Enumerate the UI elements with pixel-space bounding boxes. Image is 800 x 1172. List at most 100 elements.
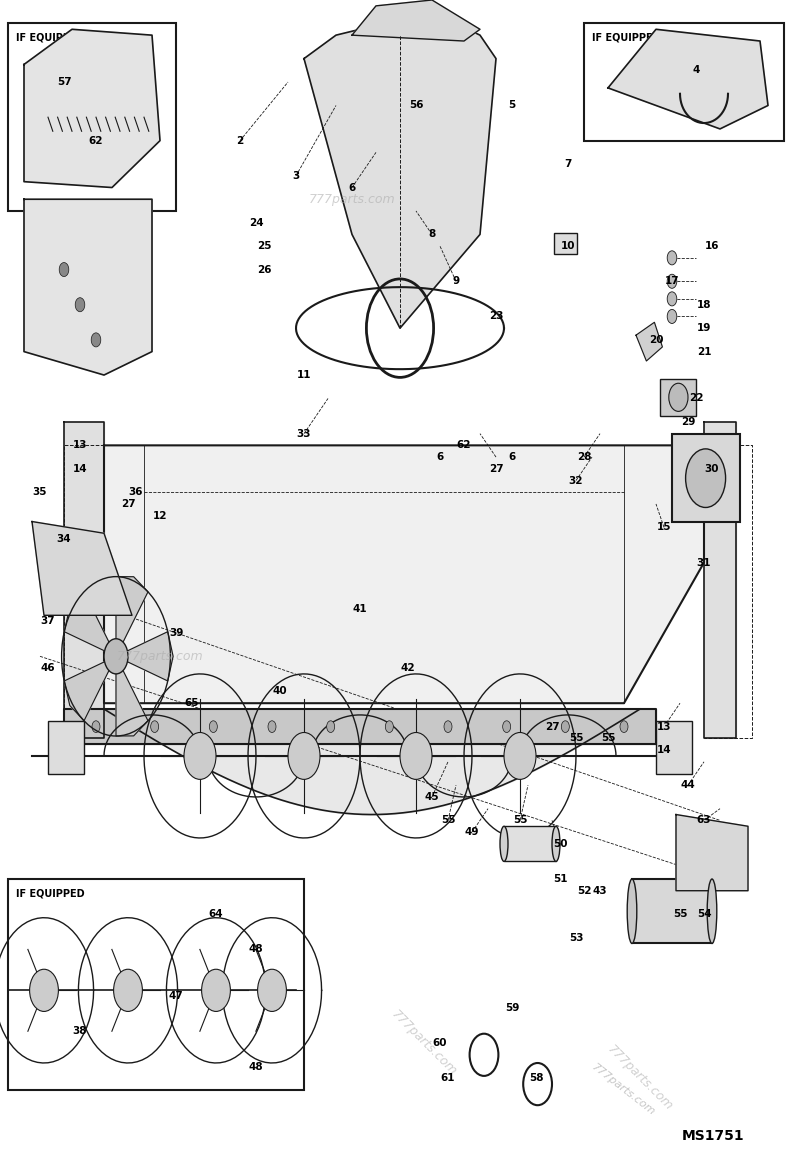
Polygon shape [104, 445, 704, 703]
Text: 59: 59 [505, 1003, 519, 1013]
Text: 19: 19 [697, 323, 711, 333]
Text: 9: 9 [453, 277, 459, 286]
Text: 24: 24 [249, 218, 263, 227]
Text: 31: 31 [697, 558, 711, 567]
Text: 55: 55 [673, 909, 687, 919]
Text: 11: 11 [297, 370, 311, 380]
Text: 43: 43 [593, 886, 607, 895]
Ellipse shape [627, 879, 637, 943]
Bar [672, 434, 740, 522]
Text: 32: 32 [569, 476, 583, 485]
Bar [8, 23, 176, 211]
Text: 62: 62 [457, 441, 471, 450]
Text: 48: 48 [249, 945, 263, 954]
Text: 44: 44 [681, 781, 695, 790]
Text: 36: 36 [129, 488, 143, 497]
Circle shape [504, 732, 536, 779]
Text: 15: 15 [657, 523, 671, 532]
Circle shape [30, 969, 58, 1011]
Polygon shape [676, 815, 748, 891]
Circle shape [114, 969, 142, 1011]
Text: IF EQUIPPED: IF EQUIPPED [16, 888, 85, 899]
Text: 22: 22 [689, 394, 703, 403]
Circle shape [667, 251, 677, 265]
Text: 6: 6 [436, 452, 444, 462]
Text: 37: 37 [41, 616, 55, 626]
Bar [48, 721, 84, 774]
Circle shape [444, 721, 452, 732]
Ellipse shape [707, 879, 717, 943]
Text: 777parts.com: 777parts.com [605, 1043, 675, 1113]
Circle shape [75, 298, 85, 312]
Circle shape [667, 309, 677, 323]
Polygon shape [116, 656, 148, 736]
Bar [584, 23, 784, 141]
Text: 20: 20 [649, 335, 663, 345]
Bar [632, 879, 712, 943]
Text: 29: 29 [681, 417, 695, 427]
Text: MS1751: MS1751 [682, 1129, 744, 1143]
Polygon shape [64, 656, 116, 721]
Text: 13: 13 [657, 722, 671, 731]
Text: 50: 50 [553, 839, 567, 849]
Polygon shape [24, 29, 160, 188]
Text: 14: 14 [657, 745, 671, 755]
Bar [660, 379, 696, 416]
Polygon shape [116, 632, 173, 681]
Text: 12: 12 [153, 511, 167, 520]
Circle shape [210, 721, 218, 732]
Circle shape [184, 732, 216, 779]
Circle shape [92, 721, 100, 732]
Text: 18: 18 [697, 300, 711, 309]
Text: 54: 54 [697, 909, 711, 919]
Text: 6: 6 [348, 183, 356, 192]
Text: IF EQUIPPED: IF EQUIPPED [592, 33, 661, 43]
Text: 27: 27 [489, 464, 503, 473]
Circle shape [669, 383, 688, 411]
Circle shape [502, 721, 510, 732]
Circle shape [386, 721, 394, 732]
Text: 64: 64 [209, 909, 223, 919]
Circle shape [91, 333, 101, 347]
Text: 23: 23 [489, 312, 503, 321]
Text: 55: 55 [601, 734, 615, 743]
Circle shape [326, 721, 334, 732]
Text: 16: 16 [705, 241, 719, 251]
Circle shape [667, 292, 677, 306]
Bar [554, 233, 577, 254]
Polygon shape [24, 199, 152, 375]
Bar [8, 879, 304, 1090]
Bar [504, 826, 556, 861]
Text: 45: 45 [425, 792, 439, 802]
Circle shape [667, 274, 677, 288]
Text: 27: 27 [121, 499, 135, 509]
Text: 17: 17 [665, 277, 679, 286]
Text: 46: 46 [41, 663, 55, 673]
Text: 8: 8 [428, 230, 436, 239]
Polygon shape [116, 577, 148, 656]
Text: 2: 2 [236, 136, 244, 145]
Text: 39: 39 [169, 628, 183, 638]
Circle shape [620, 721, 628, 732]
Text: 777parts.com: 777parts.com [590, 1062, 658, 1118]
Text: 3: 3 [292, 171, 300, 180]
Text: 65: 65 [185, 699, 199, 708]
Text: 55: 55 [569, 734, 583, 743]
Text: 26: 26 [257, 265, 271, 274]
Text: 28: 28 [577, 452, 591, 462]
Text: 35: 35 [33, 488, 47, 497]
Text: 55: 55 [513, 816, 527, 825]
Polygon shape [352, 0, 480, 41]
Text: 61: 61 [441, 1074, 455, 1083]
Text: 57: 57 [57, 77, 71, 87]
Circle shape [202, 969, 230, 1011]
Text: 58: 58 [529, 1074, 543, 1083]
Text: 63: 63 [697, 816, 711, 825]
Circle shape [258, 969, 286, 1011]
Text: 6: 6 [508, 452, 516, 462]
Text: 51: 51 [553, 874, 567, 884]
Polygon shape [304, 12, 496, 328]
Text: IF EQUIPPED: IF EQUIPPED [16, 33, 85, 43]
Polygon shape [64, 422, 104, 738]
Text: 47: 47 [169, 992, 183, 1001]
